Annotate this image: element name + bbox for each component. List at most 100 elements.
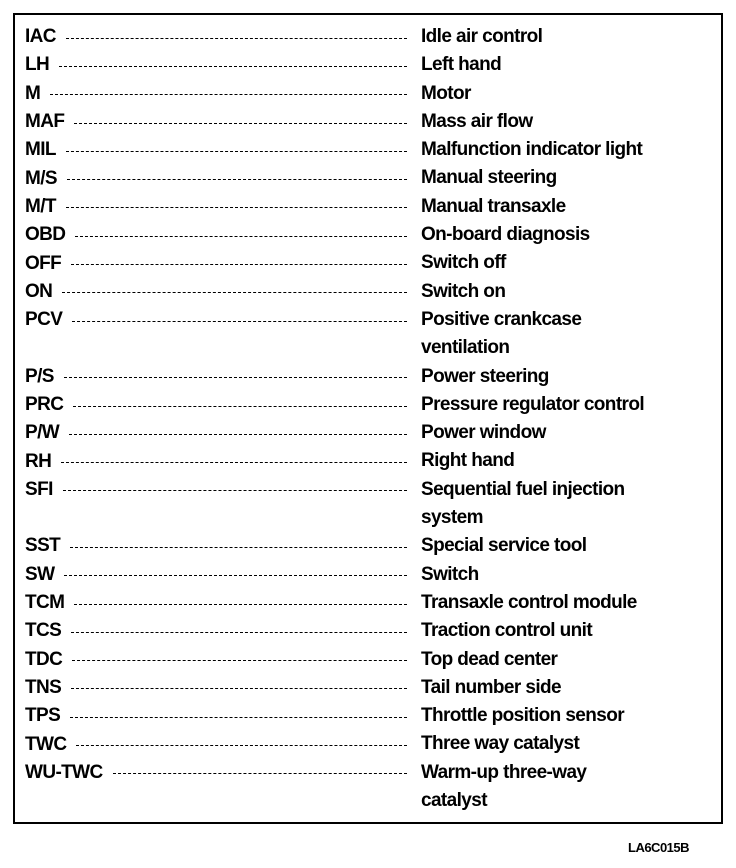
abbreviation-entry: P/W Power window: [25, 419, 715, 447]
definition-line: Warm-up three-way: [421, 761, 587, 783]
definition-line: Left hand: [421, 54, 502, 76]
abbreviation-term: WU-TWC: [25, 759, 411, 787]
abbreviation-term: RH: [25, 447, 411, 475]
abbreviation-entry: LH Left hand: [25, 51, 715, 79]
abbreviation-term: M/T: [25, 193, 411, 221]
abbreviation-list: IAC Idle air control LH Left hand M Motor MAF M…: [25, 23, 715, 815]
dashed-leader: [74, 603, 407, 605]
dashed-leader: [112, 773, 407, 775]
definition-line: Manual transaxle: [421, 195, 566, 217]
dashed-leader: [75, 235, 407, 237]
definition: Manual transaxle: [421, 193, 701, 221]
definition: Switch on: [421, 278, 701, 306]
abbreviation-term: PCV: [25, 306, 411, 334]
definition-line: Pressure regulator control: [421, 393, 645, 415]
abbreviation-term: TCM: [25, 589, 411, 617]
figure-code: LA6C015B: [628, 840, 690, 855]
dashed-leader: [62, 292, 407, 294]
abbreviation-term: SFI: [25, 476, 411, 504]
definition-line: On-board diagnosis: [421, 224, 590, 246]
definition-line: catalyst: [421, 790, 488, 812]
definition-line: Power window: [421, 422, 546, 444]
abbreviation-term: SW: [25, 561, 411, 589]
abbreviation: TDC: [25, 648, 63, 670]
abbreviation-entry: PRC Pressure regulator control: [25, 391, 715, 419]
definition: Switch: [421, 561, 701, 589]
definition: Transaxle control module: [421, 589, 701, 617]
definition: Pressure regulator control: [421, 391, 701, 419]
abbreviation-term: SST: [25, 532, 411, 560]
abbreviation-entry: M/S Manual steering: [25, 164, 715, 192]
dashed-leader: [65, 37, 407, 39]
abbreviation: LH: [25, 54, 50, 76]
definition: Warm-up three-way catalyst: [421, 759, 701, 816]
definition-line: Sequential fuel injection: [421, 478, 625, 500]
abbreviation-entry: TCS Traction control unit: [25, 617, 715, 645]
definition: Idle air control: [421, 23, 701, 51]
dashed-leader: [50, 94, 407, 96]
abbreviation: P/S: [25, 365, 54, 387]
abbreviation-term: TWC: [25, 730, 411, 758]
definition: Sequential fuel injection system: [421, 476, 701, 533]
abbreviation-term: ON: [25, 278, 411, 306]
dashed-leader: [74, 122, 407, 124]
definition: Throttle position sensor: [421, 702, 701, 730]
abbreviation-term: M: [25, 80, 411, 108]
abbreviation-entry: M/T Manual transaxle: [25, 193, 715, 221]
definition: Switch off: [421, 249, 701, 277]
dashed-leader: [71, 631, 407, 633]
definition: Positive crankcase ventilation: [421, 306, 701, 363]
definition-line: Mass air flow: [421, 110, 533, 132]
definition-line: Idle air control: [421, 26, 543, 47]
dashed-leader: [62, 490, 407, 492]
abbreviation-entry: OBD On-board diagnosis: [25, 221, 715, 249]
definition-line: Transaxle control module: [421, 591, 637, 613]
definition-line: ventilation: [421, 337, 510, 359]
abbreviation: M: [25, 82, 41, 104]
dashed-leader: [70, 716, 407, 718]
abbreviation-term: IAC: [25, 23, 411, 51]
dashed-leader: [61, 462, 407, 464]
abbreviation: MAF: [25, 111, 65, 133]
abbreviation-entry: TDC Top dead center: [25, 646, 715, 674]
dashed-leader: [64, 575, 407, 577]
definition-line: Traction control unit: [421, 620, 593, 642]
definition-line: Malfunction indicator light: [421, 139, 643, 161]
abbreviation-term: TDC: [25, 646, 411, 674]
definition: Mass air flow: [421, 108, 701, 136]
abbreviation-term: TPS: [25, 702, 411, 730]
abbreviation-table-frame: IAC Idle air control LH Left hand M Motor MAF M…: [13, 13, 723, 824]
dashed-leader: [73, 405, 407, 407]
abbreviation-term: TCS: [25, 617, 411, 645]
abbreviation-term: PRC: [25, 391, 411, 419]
definition: On-board diagnosis: [421, 221, 701, 249]
abbreviation: PCV: [25, 309, 63, 331]
abbreviation-entry: P/S Power steering: [25, 363, 715, 391]
definition-line: Positive crankcase: [421, 308, 582, 330]
definition: Tail number side: [421, 674, 701, 702]
abbreviation-entry: WU-TWC Warm-up three-way catalyst: [25, 759, 715, 816]
definition-line: Switch: [421, 563, 479, 585]
abbreviation-entry: ON Switch on: [25, 278, 715, 306]
abbreviation: MIL: [25, 139, 57, 161]
dashed-leader: [59, 65, 407, 67]
definition: Motor: [421, 80, 701, 108]
dashed-leader: [70, 546, 407, 548]
abbreviation-term: TNS: [25, 674, 411, 702]
definition-line: Switch off: [421, 252, 506, 274]
abbreviation: TNS: [25, 676, 62, 698]
abbreviation-term: OBD: [25, 221, 411, 249]
definition-line: Power steering: [421, 365, 549, 387]
definition: Top dead center: [421, 646, 701, 674]
dashed-leader: [65, 207, 407, 209]
abbreviation-term: P/S: [25, 363, 411, 391]
abbreviation: RH: [25, 450, 52, 472]
abbreviation-entry: MAF Mass air flow: [25, 108, 715, 136]
abbreviation: TCS: [25, 620, 62, 642]
definition-line: Manual steering: [421, 167, 557, 189]
definition: Three way catalyst: [421, 730, 701, 758]
definition-line: system: [421, 507, 483, 529]
abbreviation-entry: PCV Positive crankcase ventilation: [25, 306, 715, 363]
dashed-leader: [72, 320, 407, 322]
definition: Power window: [421, 419, 701, 447]
